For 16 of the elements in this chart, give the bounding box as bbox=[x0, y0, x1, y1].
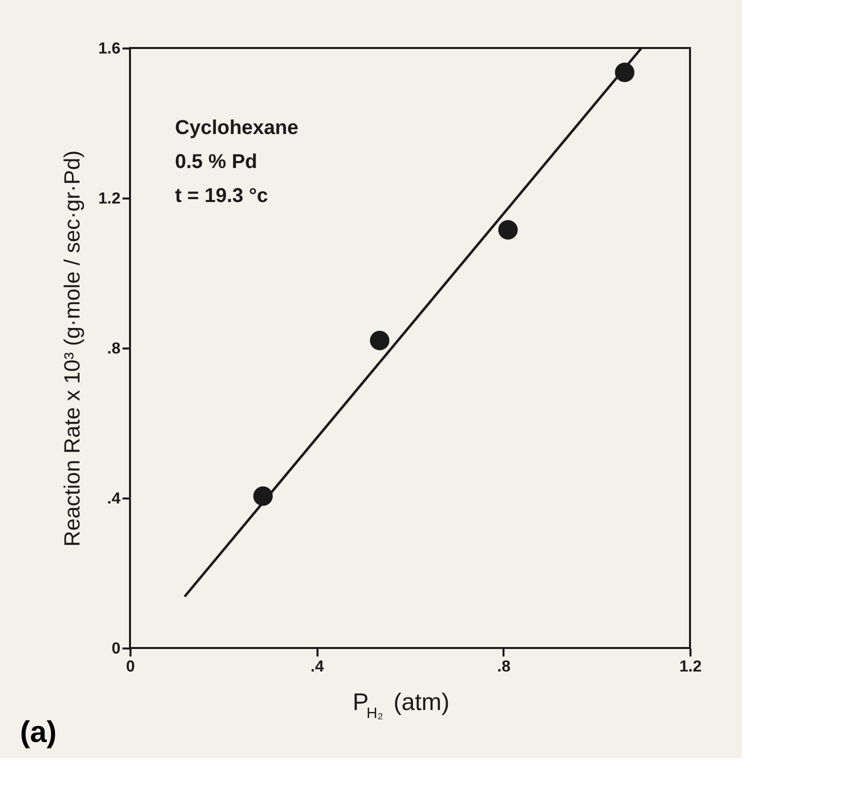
x-tick-label: .4 bbox=[310, 658, 324, 676]
x-tick-label: .8 bbox=[497, 658, 511, 676]
x-tick-label: 0 bbox=[126, 658, 136, 676]
point bbox=[498, 220, 518, 240]
annotation: 0.5 % Pd bbox=[175, 151, 258, 173]
x-tick-label: 1.2 bbox=[679, 658, 702, 676]
point bbox=[370, 330, 390, 350]
y-tick-label: 1.6 bbox=[98, 40, 121, 58]
y-axis-title: Reaction Rate x 10³ (g·mole / sec·gr·Pd) bbox=[59, 150, 84, 547]
annotation: t = 19.3 °c bbox=[175, 185, 268, 207]
y-tick-label: .4 bbox=[107, 490, 121, 508]
y-tick-label: 0 bbox=[112, 640, 121, 658]
text: (a) bbox=[20, 716, 57, 749]
annotation: Cyclohexane bbox=[175, 117, 298, 139]
y-tick-label: .8 bbox=[107, 340, 121, 358]
y-tick-label: 1.2 bbox=[98, 190, 121, 208]
